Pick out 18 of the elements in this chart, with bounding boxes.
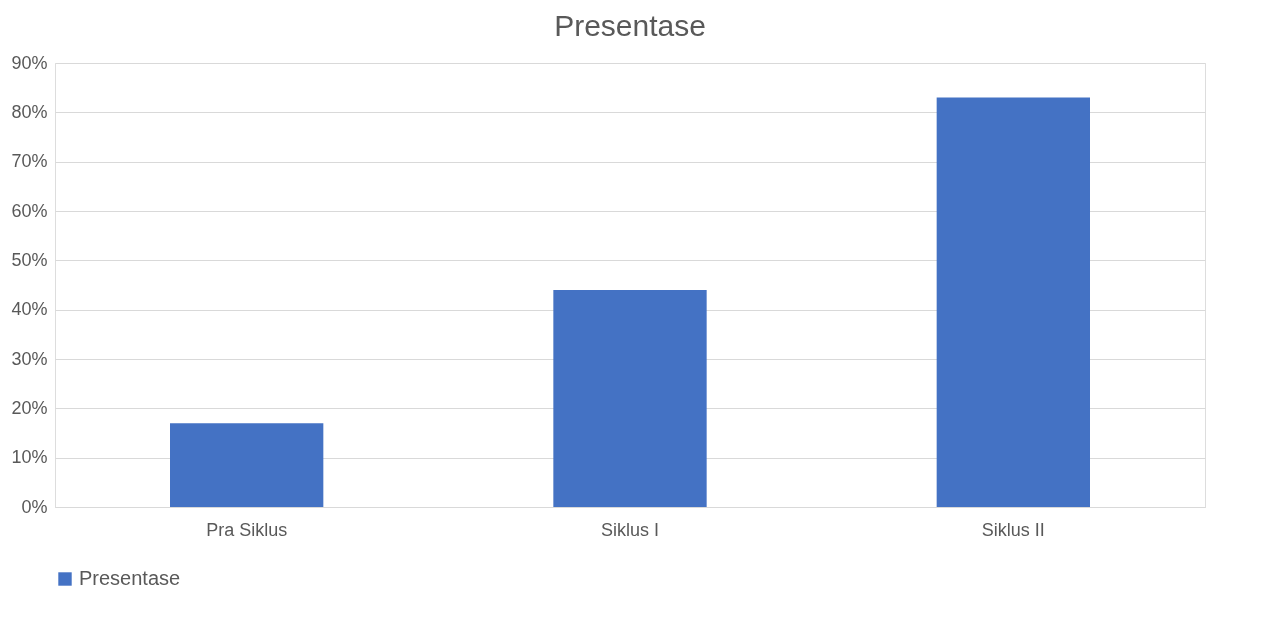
y-tick-label: 10% bbox=[11, 447, 48, 468]
y-tick-label: 40% bbox=[11, 299, 48, 320]
bar bbox=[936, 97, 1090, 507]
y-tick-label: 80% bbox=[11, 101, 48, 122]
y-tick-label: 30% bbox=[11, 348, 48, 369]
x-tick-label: Siklus II bbox=[981, 519, 1045, 540]
chart-title: Presentase bbox=[554, 9, 706, 42]
y-tick-label: 20% bbox=[11, 397, 48, 418]
bar bbox=[170, 423, 324, 507]
x-tick-label: Siklus I bbox=[600, 519, 660, 540]
y-tick-label: 90% bbox=[11, 52, 48, 73]
bar bbox=[553, 289, 707, 507]
y-tick-label: 70% bbox=[11, 151, 48, 172]
y-tick-label: 50% bbox=[11, 249, 48, 270]
y-tick-label: 60% bbox=[11, 200, 48, 221]
y-tick-label: 0% bbox=[21, 496, 48, 517]
legend-label: Presentase bbox=[79, 567, 181, 589]
x-tick-label: Pra Siklus bbox=[206, 519, 288, 540]
